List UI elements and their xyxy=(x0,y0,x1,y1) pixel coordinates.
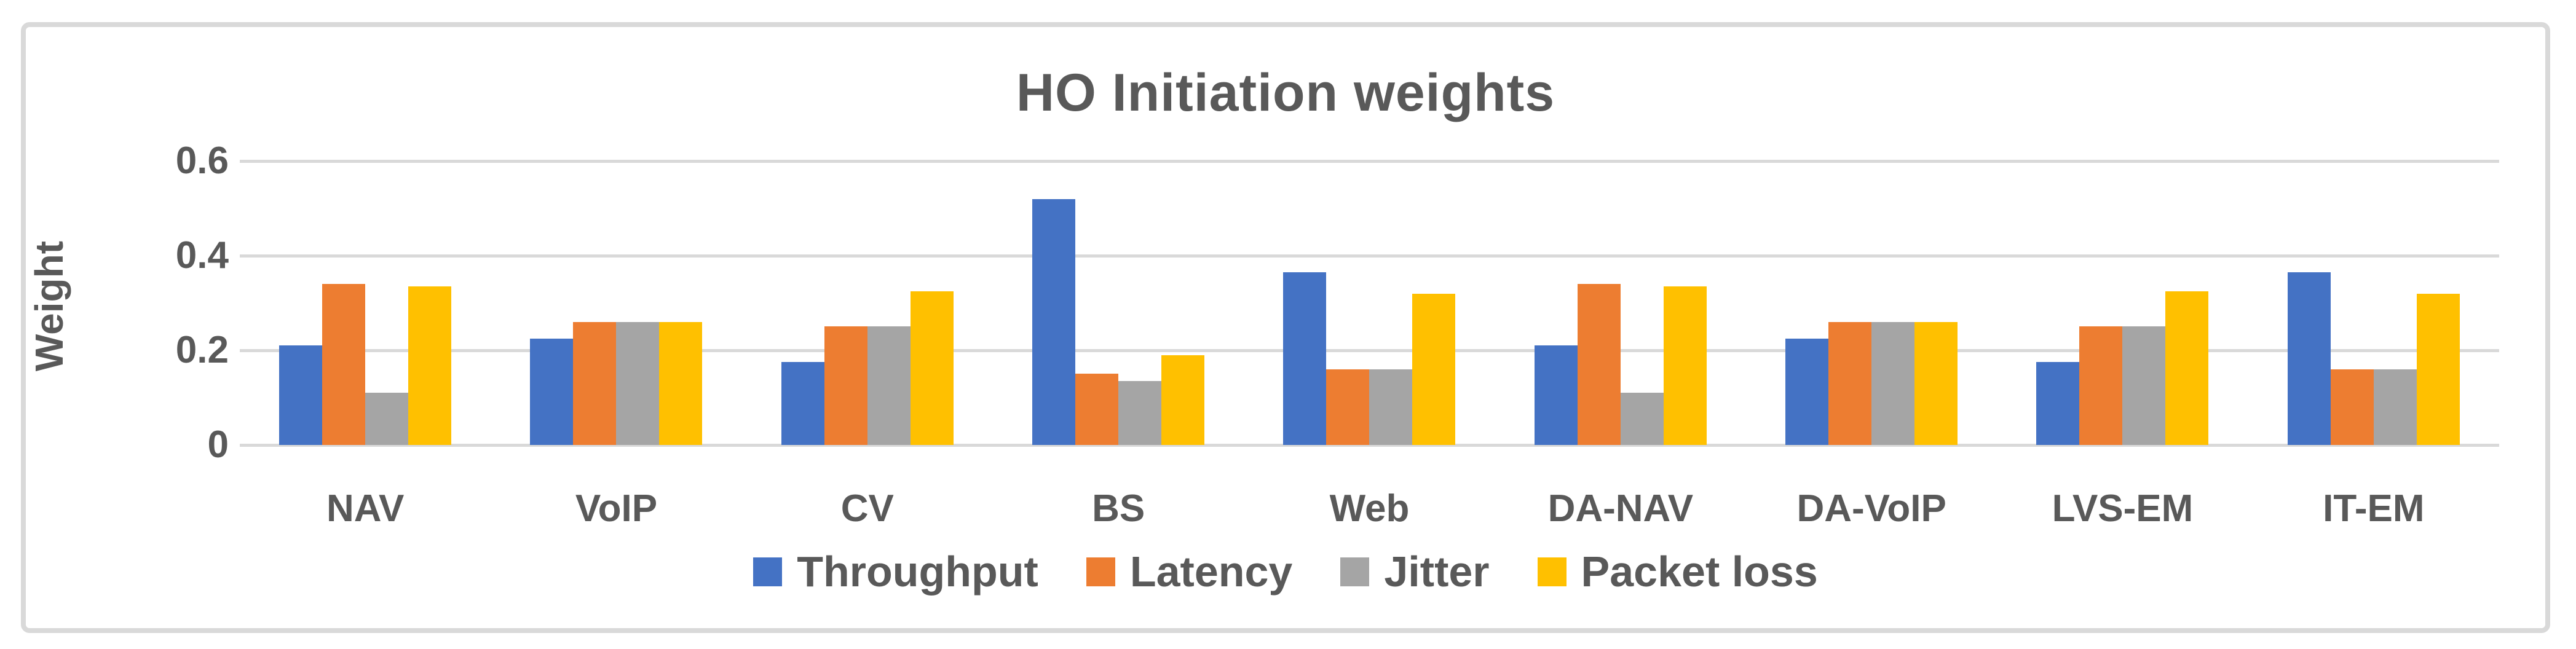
bar-group-da-nav xyxy=(1495,161,1746,445)
legend-label: Throughput xyxy=(797,548,1038,596)
bar-packet-loss xyxy=(408,286,452,445)
bar-latency xyxy=(1326,369,1370,445)
bar-jitter xyxy=(365,393,409,445)
legend-marker xyxy=(1340,557,1370,586)
bar-throughput xyxy=(279,345,323,445)
legend-marker xyxy=(753,557,783,586)
category-label: Web xyxy=(1329,487,1410,530)
legend-item-jitter: Jitter xyxy=(1340,547,1490,596)
y-tick-label: 0.2 xyxy=(175,329,229,371)
bar-packet-loss xyxy=(1914,322,1958,445)
legend-label: Latency xyxy=(1129,548,1293,596)
bar-latency xyxy=(573,322,617,445)
bar-jitter xyxy=(867,326,911,445)
bar-jitter xyxy=(616,322,660,445)
bar-jitter xyxy=(2373,369,2417,445)
bar-group-cv xyxy=(742,161,993,445)
bar-throughput xyxy=(1283,272,1327,445)
bar-jitter xyxy=(1620,393,1664,445)
bar-throughput xyxy=(1785,339,1829,445)
bar-jitter xyxy=(2122,326,2166,445)
bar-group-lvs-em xyxy=(1997,161,2248,445)
bar-packet-loss xyxy=(910,291,954,445)
bar-jitter xyxy=(1369,369,1413,445)
bar-latency xyxy=(2330,369,2374,445)
bar-throughput xyxy=(781,362,824,445)
category-label: CV xyxy=(840,487,894,530)
bar-throughput xyxy=(2287,272,2331,445)
bar-latency xyxy=(2079,326,2123,445)
category-label: DA-VoIP xyxy=(1796,487,1946,530)
bar-latency xyxy=(1828,322,1872,445)
legend-item-throughput: Throughput xyxy=(753,547,1038,596)
category-label: DA-NAV xyxy=(1547,487,1694,530)
bar-jitter xyxy=(1871,322,1915,445)
y-tick-label: 0 xyxy=(207,423,229,466)
gridline xyxy=(240,349,2499,352)
bar-latency xyxy=(824,326,867,445)
bar-packet-loss xyxy=(1412,294,1456,445)
category-label: LVS-EM xyxy=(2052,487,2194,530)
legend-item-packet-loss: Packet loss xyxy=(1537,547,1818,596)
bar-group-voip xyxy=(491,161,741,445)
bar-latency xyxy=(1075,374,1119,445)
legend-label: Jitter xyxy=(1384,548,1490,596)
legend-label: Packet loss xyxy=(1581,548,1818,596)
category-label: BS xyxy=(1092,487,1145,530)
category-label: NAV xyxy=(326,487,405,530)
y-axis-title: Weight xyxy=(27,240,71,372)
bar-packet-loss xyxy=(1161,355,1205,445)
bar-latency xyxy=(322,284,366,445)
y-tick-label: 0.4 xyxy=(175,234,229,277)
bar-throughput xyxy=(530,339,574,445)
bar-throughput xyxy=(2036,362,2080,445)
x-axis-line xyxy=(240,444,2499,447)
bar-group-nav xyxy=(240,161,491,445)
chart-title: HO Initiation weights xyxy=(1016,63,1555,122)
bar-packet-loss xyxy=(1663,286,1707,445)
bar-group-bs xyxy=(993,161,1244,445)
gridline xyxy=(240,254,2499,258)
gridline xyxy=(240,160,2499,163)
bar-throughput xyxy=(1032,199,1076,445)
bar-packet-loss xyxy=(659,322,703,445)
bar-jitter xyxy=(1118,381,1162,445)
category-label: VoIP xyxy=(575,487,658,530)
legend-item-latency: Latency xyxy=(1086,547,1293,596)
bar-group-da-voip xyxy=(1746,161,1997,445)
bar-group-web xyxy=(1244,161,1495,445)
legend: Throughput Latency Jitter Packet loss xyxy=(26,541,2545,602)
plot-area xyxy=(240,160,2499,447)
chart-frame: HO Initiation weights Weight Throughput L… xyxy=(21,22,2550,633)
bar-throughput xyxy=(1534,345,1578,445)
legend-marker xyxy=(1086,557,1115,586)
bar-latency xyxy=(1577,284,1621,445)
bar-packet-loss xyxy=(2165,291,2209,445)
category-label: IT-EM xyxy=(2323,487,2425,530)
bar-packet-loss xyxy=(2416,294,2460,445)
bar-group-it-em xyxy=(2248,161,2499,445)
legend-marker xyxy=(1537,557,1567,586)
y-tick-label: 0.6 xyxy=(175,140,229,182)
